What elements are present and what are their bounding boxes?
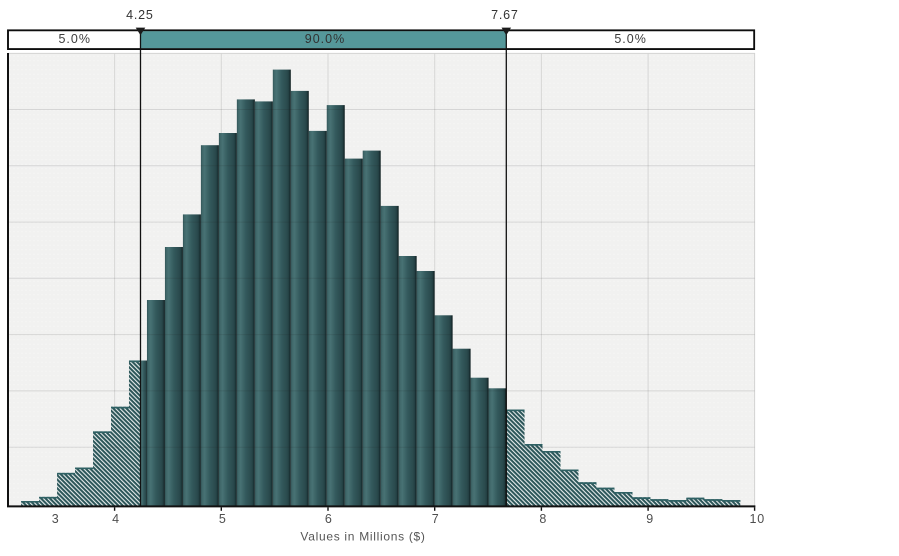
svg-text:8: 8 [539, 512, 547, 526]
svg-text:6: 6 [325, 512, 333, 526]
svg-text:5.0%: 5.0% [58, 32, 91, 46]
svg-text:9: 9 [646, 512, 654, 526]
svg-text:4.25: 4.25 [126, 8, 154, 22]
svg-text:5: 5 [219, 512, 227, 526]
svg-text:3: 3 [52, 512, 60, 526]
svg-text:7.67: 7.67 [491, 8, 519, 22]
svg-text:90.0%: 90.0% [305, 32, 345, 46]
svg-text:7: 7 [432, 512, 440, 526]
svg-text:4: 4 [112, 512, 120, 526]
svg-text:5.0%: 5.0% [614, 32, 647, 46]
svg-text:Values in Millions ($): Values in Millions ($) [300, 530, 425, 544]
svg-text:10: 10 [749, 512, 765, 526]
